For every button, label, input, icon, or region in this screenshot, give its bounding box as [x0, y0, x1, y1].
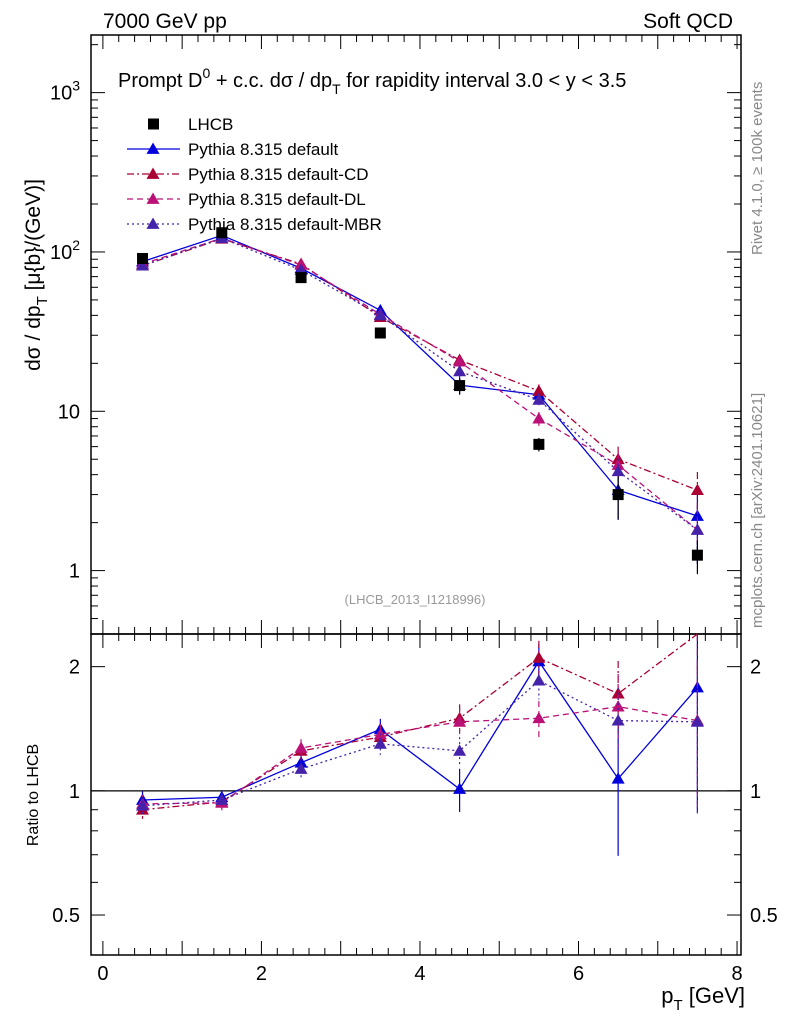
- legend: LHCB Pythia 8.315 default Pythia 8.315 def…: [127, 115, 382, 234]
- ratio-plot-frame: [90, 633, 742, 956]
- x-tick-label: 4: [414, 963, 425, 985]
- legend-item: Pythia 8.315 default: [127, 140, 339, 159]
- ratio-line: [142, 660, 698, 801]
- ratio-marker: [532, 711, 546, 724]
- legend-label: Pythia 8.315 default: [188, 140, 339, 159]
- ratio-marker: [611, 700, 625, 712]
- analysis-reference: (LHCB_2013_I1218996): [345, 592, 486, 607]
- legend-item: LHCB: [148, 115, 233, 134]
- series-marker: [611, 464, 625, 477]
- legend-marker: [146, 192, 160, 204]
- series-marker: [294, 263, 308, 275]
- ratio-marker: [453, 744, 467, 756]
- data-marker: [137, 252, 149, 264]
- ratio-marker: [373, 737, 387, 749]
- ratio-pythia-8-315-default-mbr: [136, 661, 704, 815]
- series-line: [142, 237, 698, 531]
- rivet-version-label: Rivet 4.1.0, ≥ 100k events: [749, 82, 766, 255]
- series-marker: [611, 452, 625, 465]
- series-marker: [373, 308, 387, 321]
- legend-label: LHCB: [188, 115, 233, 134]
- series-line: [142, 238, 698, 491]
- ratio-axis-ticks: 0 2 4 6 8 0.5 0.5 1 1 2 2: [52, 634, 778, 985]
- ratio-marker: [294, 762, 308, 774]
- y-tick-label: 10: [58, 401, 80, 423]
- legend-marker: [146, 142, 160, 154]
- ratio-marker: [215, 793, 229, 805]
- x-tick-label: 8: [731, 963, 742, 985]
- data-marker: [295, 272, 307, 284]
- ratio-tick-label-right: 2: [750, 657, 761, 679]
- ratio-tick-label: 0.5: [52, 905, 80, 927]
- ratio-marker: [611, 772, 625, 784]
- data-marker: [533, 438, 545, 450]
- data-marker: [374, 327, 386, 339]
- legend-label: Pythia 8.315 default-CD: [188, 165, 369, 184]
- process-label: Soft QCD: [643, 10, 733, 33]
- series-marker: [453, 355, 467, 367]
- legend-item: Pythia 8.315 default-CD: [127, 165, 369, 184]
- ratio-marker: [611, 687, 625, 699]
- series-marker: [532, 412, 546, 424]
- legend-item: Pythia 8.315 default-DL: [127, 190, 366, 209]
- ratio-tick-label: 1: [69, 781, 80, 803]
- legend-marker: [146, 167, 160, 179]
- y-tick-label: 1: [69, 561, 80, 583]
- y-tick-label: 102: [50, 237, 80, 264]
- ratio-y-axis-label: Ratio to LHCB: [25, 744, 42, 846]
- ratio-marker: [453, 782, 467, 794]
- data-marker: [454, 380, 466, 392]
- ratio-marker: [611, 714, 625, 726]
- legend-label: Pythia 8.315 default-MBR: [188, 215, 382, 234]
- main-axis-ticks: 1 10 102 103: [50, 35, 741, 635]
- y-tick-label: 103: [50, 78, 80, 105]
- ratio-tick-label-right: 0.5: [750, 905, 778, 927]
- series-line: [142, 234, 698, 517]
- ratio-marker: [453, 715, 467, 727]
- ratio-marker: [136, 799, 150, 811]
- series-marker: [453, 364, 467, 377]
- ratio-tick-label: 2: [69, 657, 80, 679]
- series-marker: [136, 259, 150, 271]
- data-marker: [691, 549, 703, 561]
- ratio-line: [142, 679, 698, 807]
- x-axis-label: pT [GeV]: [661, 983, 745, 1014]
- energy-label: 7000 GeV pp: [103, 10, 227, 33]
- legend-marker: [148, 118, 159, 130]
- series-lhcb: [137, 227, 703, 575]
- data-marker: [612, 489, 624, 501]
- series-marker: [690, 509, 704, 521]
- series-marker: [532, 384, 546, 396]
- ratio-marker: [294, 741, 308, 753]
- ratio-line: [142, 705, 698, 805]
- x-tick-label: 2: [256, 963, 267, 985]
- x-tick-label: 0: [97, 963, 108, 985]
- ratio-marker: [532, 651, 546, 663]
- ratio-marker: [532, 674, 546, 686]
- ratio-series-layer: [136, 633, 704, 856]
- y-axis-label: dσ / dpT [μ{b}/(GeV)]: [22, 179, 51, 371]
- data-marker: [216, 227, 228, 239]
- ratio-tick-label-right: 1: [750, 781, 761, 803]
- mcplots-label: mcplots.cern.ch [arXiv:2401.10621]: [749, 393, 766, 628]
- legend-marker: [146, 217, 160, 229]
- series-marker: [690, 523, 704, 535]
- series-marker: [690, 483, 704, 495]
- legend-item: Pythia 8.315 default-MBR: [127, 215, 382, 234]
- chart-title: Prompt D0 + c.c. dσ / dpT for rapidity i…: [118, 65, 626, 97]
- main-series-layer: [136, 227, 704, 575]
- legend-label: Pythia 8.315 default-DL: [188, 190, 366, 209]
- x-tick-label: 6: [573, 963, 584, 985]
- ratio-marker: [690, 715, 704, 727]
- series-marker: [532, 393, 546, 405]
